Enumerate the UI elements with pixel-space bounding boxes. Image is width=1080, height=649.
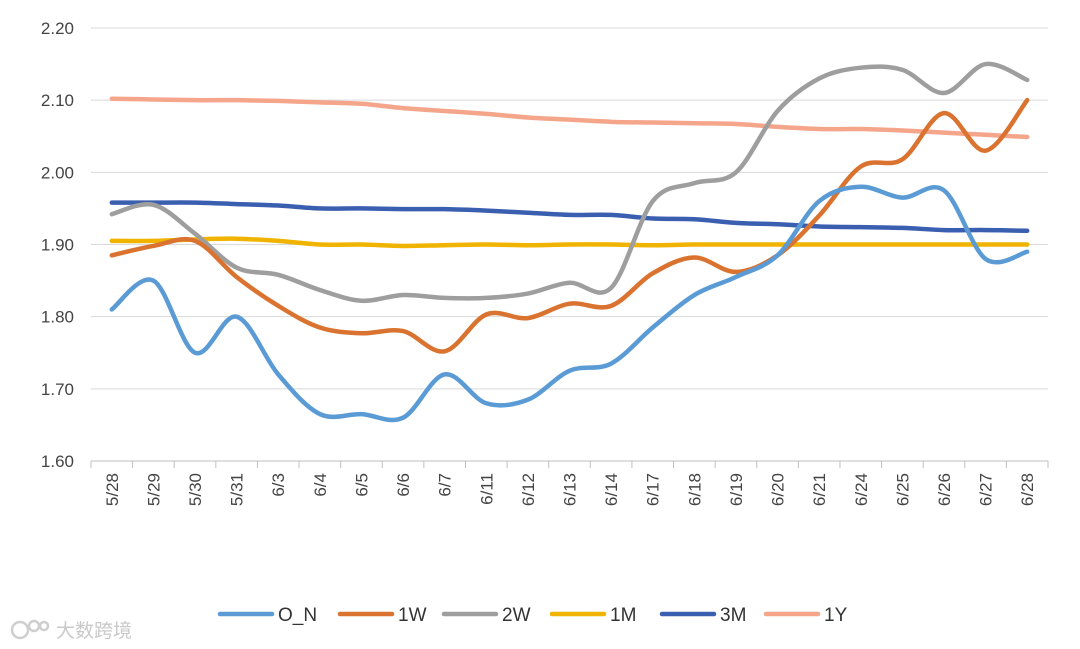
x-tick-label: 6/13 [561, 473, 580, 506]
y-tick-label: 2.20 [41, 19, 74, 38]
y-tick-label: 1.80 [41, 308, 74, 327]
x-tick-label: 6/6 [394, 473, 413, 497]
series-line-o-n [109, 184, 1030, 423]
x-tick-label: 6/3 [269, 473, 288, 497]
series-line-2w [109, 61, 1030, 304]
x-tick-label: 6/14 [602, 473, 621, 506]
watermark: 大数跨境 [10, 616, 132, 643]
x-tick-label: 6/24 [852, 473, 871, 506]
legend-label: 1M [610, 605, 636, 626]
x-tick-label: 6/28 [1018, 473, 1037, 506]
x-tick-label: 6/20 [769, 473, 788, 506]
x-tick-label: 6/17 [644, 473, 663, 506]
y-tick-label: 1.90 [41, 236, 74, 255]
x-tick-label: 6/4 [311, 473, 330, 497]
series-line-1m [109, 236, 1030, 249]
x-tick-label: 5/30 [186, 473, 205, 506]
weibo-logo-icon [10, 619, 50, 639]
series-line-1y [109, 96, 1030, 140]
x-tick-label: 5/31 [228, 473, 247, 506]
y-tick-label: 1.70 [41, 380, 74, 399]
watermark-text: 大数跨境 [56, 620, 133, 642]
legend: O_N 1W 2W 1M 3M 1Y [217, 605, 848, 626]
x-tick-label: 6/19 [727, 473, 746, 506]
x-tick-label: 5/28 [103, 473, 122, 506]
x-tick-label: 6/11 [477, 473, 496, 505]
y-axis-ticks: 1.60 1.70 1.80 1.90 2.00 2.10 2.20 [41, 19, 74, 471]
x-tick-label: 5/29 [144, 473, 163, 506]
legend-label: O_N [278, 605, 317, 626]
x-axis: 5/28 5/29 5/30 5/31 6/3 6/4 6/5 6/6 6/7 6/11 6/12 6… [90, 461, 1049, 506]
series-line-3m [109, 200, 1030, 234]
legend-label: 3M [720, 605, 746, 626]
legend-label: 2W [502, 605, 531, 626]
y-tick-label: 2.00 [41, 163, 74, 182]
x-tick-label: 6/12 [519, 473, 538, 506]
legend-label: 1W [398, 605, 427, 626]
x-tick-label: 6/25 [893, 473, 912, 506]
series-lines [109, 61, 1030, 423]
x-tick-label: 6/7 [436, 473, 455, 497]
legend-label: 1Y [824, 605, 848, 626]
x-tick-label: 6/21 [810, 473, 829, 506]
x-tick-label: 6/5 [352, 473, 371, 497]
y-tick-label: 1.60 [41, 452, 74, 471]
x-tick-label: 6/27 [977, 473, 996, 506]
y-tick-label: 2.10 [41, 91, 74, 110]
series-line-1w [109, 97, 1030, 354]
x-tick-label: 6/26 [935, 473, 954, 506]
x-tick-label: 6/18 [685, 473, 704, 506]
